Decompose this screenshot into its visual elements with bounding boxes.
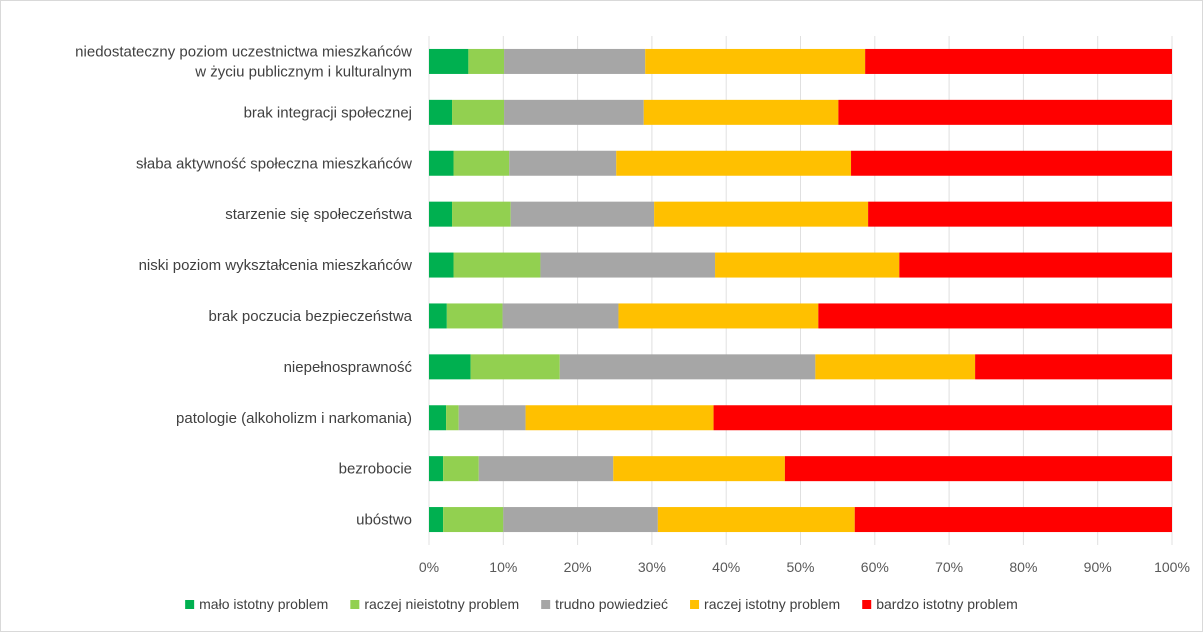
bar-segment [503, 507, 658, 533]
bar-segment [429, 150, 454, 176]
category-label: słaba aktywność społeczna mieszkańców [136, 155, 412, 172]
legend-item: raczej nieistotny problem [350, 596, 519, 612]
bar-segment [618, 303, 819, 329]
x-tick-label: 40% [712, 559, 740, 575]
bar-segment [616, 150, 852, 176]
bar-segment [446, 303, 503, 329]
bar-segment [429, 303, 447, 329]
bar-segment [815, 354, 976, 380]
bar-segment [559, 354, 816, 380]
bar-segment [429, 405, 447, 431]
legend-swatch [541, 600, 551, 609]
x-axis-ticks: 0% 10% 20% 30% 40% 50% 60% 70% 80% 90% 100% [419, 559, 1190, 575]
legend-item: mało istotny problem [185, 596, 328, 612]
bar-segment [453, 252, 541, 278]
bar-segment [510, 201, 655, 227]
x-tick-label: 100% [1154, 559, 1190, 575]
bar-segment [657, 507, 855, 533]
category-label: niepełnosprawność [284, 359, 413, 376]
category-label: niedostateczny poziom uczestnictwa miesz… [75, 43, 412, 60]
bar-segment [470, 354, 560, 380]
bar-segment [838, 99, 1172, 125]
bar-segment [446, 405, 459, 431]
bar-segment [453, 150, 510, 176]
bar-segment [443, 507, 504, 533]
bar-segment [784, 456, 1172, 482]
bar-segment [443, 456, 479, 482]
x-tick-label: 10% [489, 559, 517, 575]
bar-segment [509, 150, 617, 176]
legend: mało istotny problem raczej nieistotny pr… [185, 596, 1018, 612]
bar-segment [851, 150, 1172, 176]
legend-item: raczej istotny problem [690, 596, 840, 612]
category-label: brak poczucia bezpieczeństwa [209, 308, 413, 325]
bar-segment [429, 201, 453, 227]
bar-segment [429, 252, 454, 278]
bar-segment [713, 405, 1172, 431]
bar-segment [643, 99, 839, 125]
bar-segment [478, 456, 614, 482]
bars [429, 48, 1172, 533]
bar-segment [540, 252, 716, 278]
bar-segment [452, 99, 505, 125]
x-tick-label: 80% [1009, 559, 1037, 575]
bar-segment [525, 405, 714, 431]
x-tick-label: 70% [935, 559, 963, 575]
bar-segment [645, 48, 866, 74]
x-tick-label: 50% [786, 559, 814, 575]
category-label: w życiu publicznym i kulturalnym [194, 63, 412, 80]
bar-segment [715, 252, 900, 278]
category-label: niski poziom wykształcenia mieszkańców [139, 257, 413, 274]
legend-item: trudno powiedzieć [541, 596, 668, 612]
legend-label: trudno powiedzieć [555, 596, 668, 612]
legend-label: mało istotny problem [199, 596, 328, 612]
legend-swatch [690, 600, 700, 609]
bar-segment [429, 354, 471, 380]
bar-segment [654, 201, 869, 227]
bar-segment [429, 99, 453, 125]
bar-segment [468, 48, 505, 74]
legend-swatch [862, 600, 872, 609]
bar-segment [452, 201, 511, 227]
bar-segment [502, 303, 619, 329]
legend-swatch [185, 600, 195, 609]
legend-label: raczej istotny problem [704, 596, 840, 612]
x-tick-label: 0% [419, 559, 439, 575]
x-tick-label: 20% [564, 559, 592, 575]
bar-segment [818, 303, 1172, 329]
bar-segment [865, 48, 1172, 74]
category-label: brak integracji społecznej [244, 104, 412, 121]
bar-segment [504, 99, 644, 125]
x-tick-label: 90% [1084, 559, 1112, 575]
bar-segment [458, 405, 526, 431]
category-label: ubóstwo [356, 512, 412, 529]
bar-segment [504, 48, 646, 74]
legend-swatch [350, 600, 360, 609]
bar-segment [975, 354, 1172, 380]
x-tick-label: 30% [638, 559, 666, 575]
bar-segment [429, 456, 444, 482]
bar-segment [613, 456, 785, 482]
bar-segment [868, 201, 1172, 227]
bar-segment [429, 507, 444, 533]
bar-segment [854, 507, 1172, 533]
legend-item: bardzo istotny problem [862, 596, 1018, 612]
category-labels: niedostateczny poziom uczestnictwa miesz… [75, 43, 412, 528]
x-tick-label: 60% [861, 559, 889, 575]
legend-label: bardzo istotny problem [876, 596, 1018, 612]
bar-segment [899, 252, 1172, 278]
bar-segment [429, 48, 469, 74]
legend-label: raczej nieistotny problem [364, 596, 519, 612]
category-label: bezrobocie [339, 461, 412, 478]
category-label: patologie (alkoholizm i narkomania) [176, 410, 412, 427]
category-label: starzenie się społeczeństwa [225, 206, 412, 223]
